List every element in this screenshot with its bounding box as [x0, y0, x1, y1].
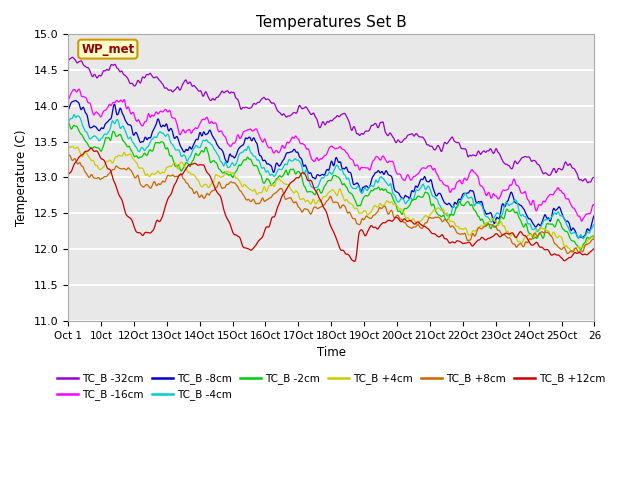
- TC_B -4cm: [64, 120, 72, 125]
- TC_B +8cm: [518, 242, 526, 248]
- TC_B +8cm: [564, 251, 572, 256]
- TC_B +8cm: [64, 153, 72, 159]
- TC_B -2cm: [384, 190, 392, 195]
- TC_B -8cm: [385, 172, 392, 178]
- Line: TC_B -8cm: TC_B -8cm: [68, 101, 595, 238]
- Legend: TC_B -32cm, TC_B -16cm, TC_B -8cm, TC_B -4cm, TC_B -2cm, TC_B +4cm, TC_B +8cm, T: TC_B -32cm, TC_B -16cm, TC_B -8cm, TC_B …: [52, 369, 610, 405]
- TC_B -2cm: [463, 199, 471, 204]
- TC_B +4cm: [370, 204, 378, 210]
- TC_B +12cm: [465, 239, 472, 245]
- TC_B -2cm: [97, 147, 104, 153]
- TC_B +12cm: [97, 156, 105, 161]
- TC_B -16cm: [400, 178, 408, 183]
- Line: TC_B +12cm: TC_B +12cm: [68, 148, 595, 262]
- TC_B -4cm: [591, 222, 598, 228]
- TC_B +4cm: [568, 250, 576, 255]
- TC_B -4cm: [518, 212, 526, 218]
- TC_B -16cm: [371, 156, 378, 162]
- TC_B +4cm: [97, 167, 104, 173]
- TC_B -2cm: [370, 187, 378, 192]
- TC_B -4cm: [371, 182, 378, 188]
- TC_B -2cm: [64, 120, 72, 125]
- TC_B -8cm: [72, 98, 80, 104]
- TC_B -4cm: [70, 112, 78, 118]
- TC_B -4cm: [400, 198, 408, 204]
- TC_B -8cm: [579, 235, 586, 240]
- TC_B +4cm: [64, 143, 72, 149]
- TC_B +4cm: [463, 229, 471, 235]
- TC_B -8cm: [97, 125, 105, 131]
- TC_B -16cm: [591, 203, 598, 208]
- TC_B +12cm: [64, 171, 72, 177]
- TC_B -32cm: [464, 154, 472, 159]
- TC_B -32cm: [518, 155, 526, 161]
- TC_B +8cm: [371, 212, 378, 218]
- TC_B +12cm: [591, 246, 598, 252]
- TC_B -16cm: [64, 98, 72, 104]
- Line: TC_B +4cm: TC_B +4cm: [68, 146, 595, 252]
- TC_B -2cm: [577, 247, 584, 252]
- TC_B +4cm: [399, 209, 407, 215]
- TC_B -8cm: [591, 212, 598, 218]
- TC_B +4cm: [384, 198, 392, 204]
- TC_B +4cm: [591, 235, 598, 240]
- TC_B +8cm: [65, 152, 73, 158]
- TC_B -32cm: [371, 121, 378, 127]
- TC_B -2cm: [399, 209, 407, 215]
- Line: TC_B -4cm: TC_B -4cm: [68, 115, 595, 239]
- Line: TC_B -16cm: TC_B -16cm: [68, 89, 595, 221]
- TC_B +8cm: [385, 211, 392, 217]
- TC_B -32cm: [64, 58, 72, 63]
- Line: TC_B -32cm: TC_B -32cm: [68, 57, 595, 183]
- TC_B -16cm: [385, 159, 392, 165]
- TC_B -32cm: [385, 132, 392, 138]
- TC_B -4cm: [579, 236, 587, 241]
- TC_B +12cm: [351, 259, 358, 264]
- TC_B -16cm: [518, 190, 526, 196]
- TC_B -16cm: [464, 175, 472, 181]
- TC_B +12cm: [519, 231, 527, 237]
- TC_B -8cm: [64, 107, 72, 113]
- TC_B -4cm: [385, 182, 392, 188]
- TC_B -16cm: [97, 114, 105, 120]
- TC_B +8cm: [464, 238, 472, 243]
- TC_B +8cm: [97, 176, 105, 182]
- Line: TC_B +8cm: TC_B +8cm: [68, 155, 595, 253]
- TC_B -32cm: [400, 136, 408, 142]
- TC_B -32cm: [68, 54, 76, 60]
- TC_B +8cm: [400, 220, 408, 226]
- Line: TC_B -2cm: TC_B -2cm: [68, 122, 595, 250]
- Title: Temperatures Set B: Temperatures Set B: [256, 15, 406, 30]
- TC_B -2cm: [591, 234, 598, 240]
- TC_B -32cm: [97, 73, 105, 79]
- TC_B +12cm: [401, 216, 408, 222]
- TC_B -8cm: [518, 204, 526, 209]
- X-axis label: Time: Time: [317, 346, 346, 359]
- TC_B -8cm: [400, 195, 408, 201]
- TC_B -16cm: [578, 218, 586, 224]
- TC_B -8cm: [371, 171, 378, 177]
- TC_B -2cm: [518, 219, 525, 225]
- TC_B -8cm: [464, 190, 472, 196]
- TC_B -32cm: [584, 180, 592, 186]
- TC_B +12cm: [385, 217, 393, 223]
- TC_B -32cm: [591, 174, 598, 180]
- TC_B +8cm: [591, 237, 598, 243]
- Y-axis label: Temperature (C): Temperature (C): [15, 129, 28, 226]
- TC_B +12cm: [371, 224, 379, 230]
- TC_B -4cm: [464, 195, 472, 201]
- TC_B +4cm: [518, 240, 525, 246]
- TC_B +12cm: [87, 145, 95, 151]
- TC_B -4cm: [97, 136, 105, 142]
- Text: WP_met: WP_met: [81, 43, 134, 56]
- TC_B -16cm: [75, 86, 83, 92]
